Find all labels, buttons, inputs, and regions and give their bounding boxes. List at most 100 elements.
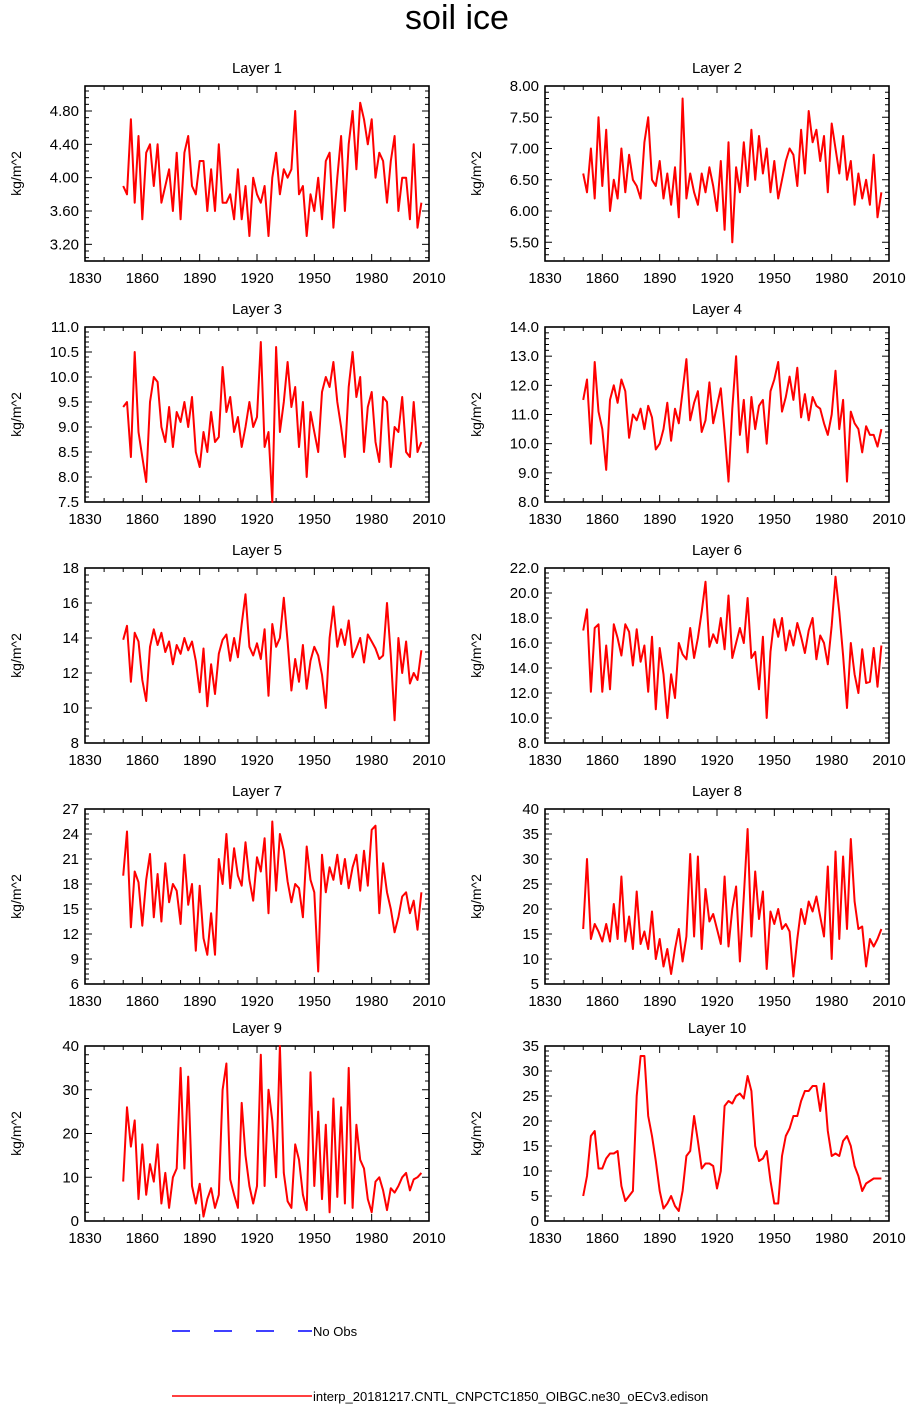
- x-tick-label: 1890: [183, 752, 216, 769]
- x-tick-label: 1980: [815, 993, 848, 1010]
- x-tick-label: 2010: [872, 993, 905, 1010]
- x-tick-label: 1950: [758, 511, 791, 528]
- plot-frame: [84, 1045, 430, 1222]
- panel-title: Layer 3: [232, 301, 282, 318]
- x-tick-label: 1920: [240, 993, 273, 1010]
- x-tick-label: 1830: [528, 511, 561, 528]
- plot-frame: [544, 1045, 890, 1222]
- y-tick-label: 6.50: [510, 172, 539, 189]
- x-tick-label: 2010: [872, 1230, 905, 1247]
- x-tick-label: 1860: [586, 993, 619, 1010]
- chart-panel: Layer 10 kg/m^2 1830 1860 1890 1920 1950 1980 20…: [468, 1020, 906, 1247]
- x-tick-label: 1950: [298, 1230, 331, 1247]
- y-axis-label: kg/m^2: [8, 633, 24, 678]
- y-tick-label: 3.60: [50, 203, 79, 220]
- series-line: [122, 101, 423, 237]
- y-tick-label: 12: [62, 665, 79, 682]
- y-tick-label: 4.00: [50, 170, 79, 187]
- y-axis-label: kg/m^2: [8, 392, 24, 437]
- y-tick-label: 30: [522, 851, 539, 868]
- series-line: [122, 593, 423, 722]
- y-tick-label: 15: [62, 901, 79, 918]
- series-line: [582, 1055, 882, 1212]
- panel-title: Layer 4: [692, 301, 742, 318]
- x-tick-label: 1950: [758, 1230, 791, 1247]
- x-tick-label: 1920: [240, 752, 273, 769]
- y-tick-label: 10.5: [50, 344, 79, 361]
- x-tick-label: 1890: [183, 1230, 216, 1247]
- y-tick-label: 13.0: [510, 348, 539, 365]
- y-tick-label: 20: [62, 1126, 79, 1143]
- y-tick-label: 18: [62, 560, 79, 577]
- x-tick-label: 1860: [586, 270, 619, 287]
- x-tick-label: 1830: [68, 752, 101, 769]
- x-tick-label: 1980: [355, 752, 388, 769]
- y-tick-label: 18: [62, 876, 79, 893]
- chart-panel: Layer 1 kg/m^2 1830 1860 1890 1920 1950 1980 201…: [8, 60, 446, 287]
- chart-panel: Layer 2 kg/m^2 1830 1860 1890 1920 1950 1980 201…: [468, 60, 906, 287]
- y-tick-label: 40: [522, 801, 539, 818]
- y-tick-label: 5: [531, 1188, 539, 1205]
- x-tick-label: 2010: [872, 270, 905, 287]
- x-tick-label: 1890: [643, 752, 676, 769]
- y-tick-label: 21: [62, 851, 79, 868]
- x-tick-label: 1920: [240, 270, 273, 287]
- y-tick-label: 12.0: [510, 377, 539, 394]
- x-tick-label: 1890: [183, 270, 216, 287]
- y-tick-label: 8.0: [58, 469, 79, 486]
- y-tick-label: 4.40: [50, 136, 79, 153]
- y-tick-label: 6.00: [510, 203, 539, 220]
- y-tick-label: 10.0: [50, 369, 79, 386]
- x-tick-label: 1980: [355, 511, 388, 528]
- x-tick-label: 1980: [815, 270, 848, 287]
- x-tick-label: 1980: [815, 1230, 848, 1247]
- series-line: [582, 575, 883, 719]
- y-tick-label: 9.0: [58, 419, 79, 436]
- y-tick-label: 10.0: [510, 436, 539, 453]
- y-tick-label: 8.0: [518, 735, 539, 752]
- plot-frame: [84, 808, 430, 985]
- y-axis-label: kg/m^2: [468, 874, 484, 919]
- panel-title: Layer 7: [232, 783, 282, 800]
- y-tick-label: 35: [522, 1038, 539, 1055]
- y-tick-label: 20: [522, 901, 539, 918]
- x-tick-label: 1830: [68, 993, 101, 1010]
- y-tick-label: 20: [522, 1113, 539, 1130]
- y-tick-label: 10: [522, 1163, 539, 1180]
- y-tick-label: 16.0: [510, 635, 539, 652]
- y-tick-label: 22.0: [510, 560, 539, 577]
- x-tick-label: 1860: [126, 752, 159, 769]
- x-tick-label: 1920: [240, 1230, 273, 1247]
- x-tick-label: 1920: [700, 993, 733, 1010]
- y-tick-label: 10: [62, 1169, 79, 1186]
- y-tick-label: 9.0: [518, 465, 539, 482]
- chart-panel: Layer 3 kg/m^2 1830 1860 1890 1920 1950 1980 201…: [8, 301, 446, 528]
- y-tick-label: 15: [522, 1138, 539, 1155]
- panel-title: Layer 8: [692, 783, 742, 800]
- y-tick-label: 8.00: [510, 78, 539, 95]
- x-tick-label: 2010: [412, 511, 445, 528]
- y-tick-label: 18.0: [510, 610, 539, 627]
- x-tick-label: 1860: [126, 270, 159, 287]
- y-tick-label: 30: [522, 1063, 539, 1080]
- x-tick-label: 1890: [183, 511, 216, 528]
- y-tick-label: 16: [62, 595, 79, 612]
- y-tick-label: 4.80: [50, 103, 79, 120]
- x-tick-label: 1830: [68, 270, 101, 287]
- y-tick-label: 24: [62, 826, 79, 843]
- x-tick-label: 1860: [586, 1230, 619, 1247]
- x-tick-label: 1950: [298, 752, 331, 769]
- y-tick-label: 10: [62, 700, 79, 717]
- y-axis-label: kg/m^2: [8, 1111, 24, 1156]
- y-axis-label: kg/m^2: [468, 392, 484, 437]
- x-tick-label: 1890: [643, 511, 676, 528]
- y-tick-label: 11.0: [51, 319, 79, 336]
- y-tick-label: 10: [522, 951, 539, 968]
- x-tick-label: 1950: [758, 993, 791, 1010]
- chart-panel: Layer 7 kg/m^2 1830 1860 1890 1920 1950 1980 201…: [8, 783, 446, 1010]
- y-tick-label: 40: [62, 1038, 79, 1055]
- x-tick-label: 2010: [872, 752, 905, 769]
